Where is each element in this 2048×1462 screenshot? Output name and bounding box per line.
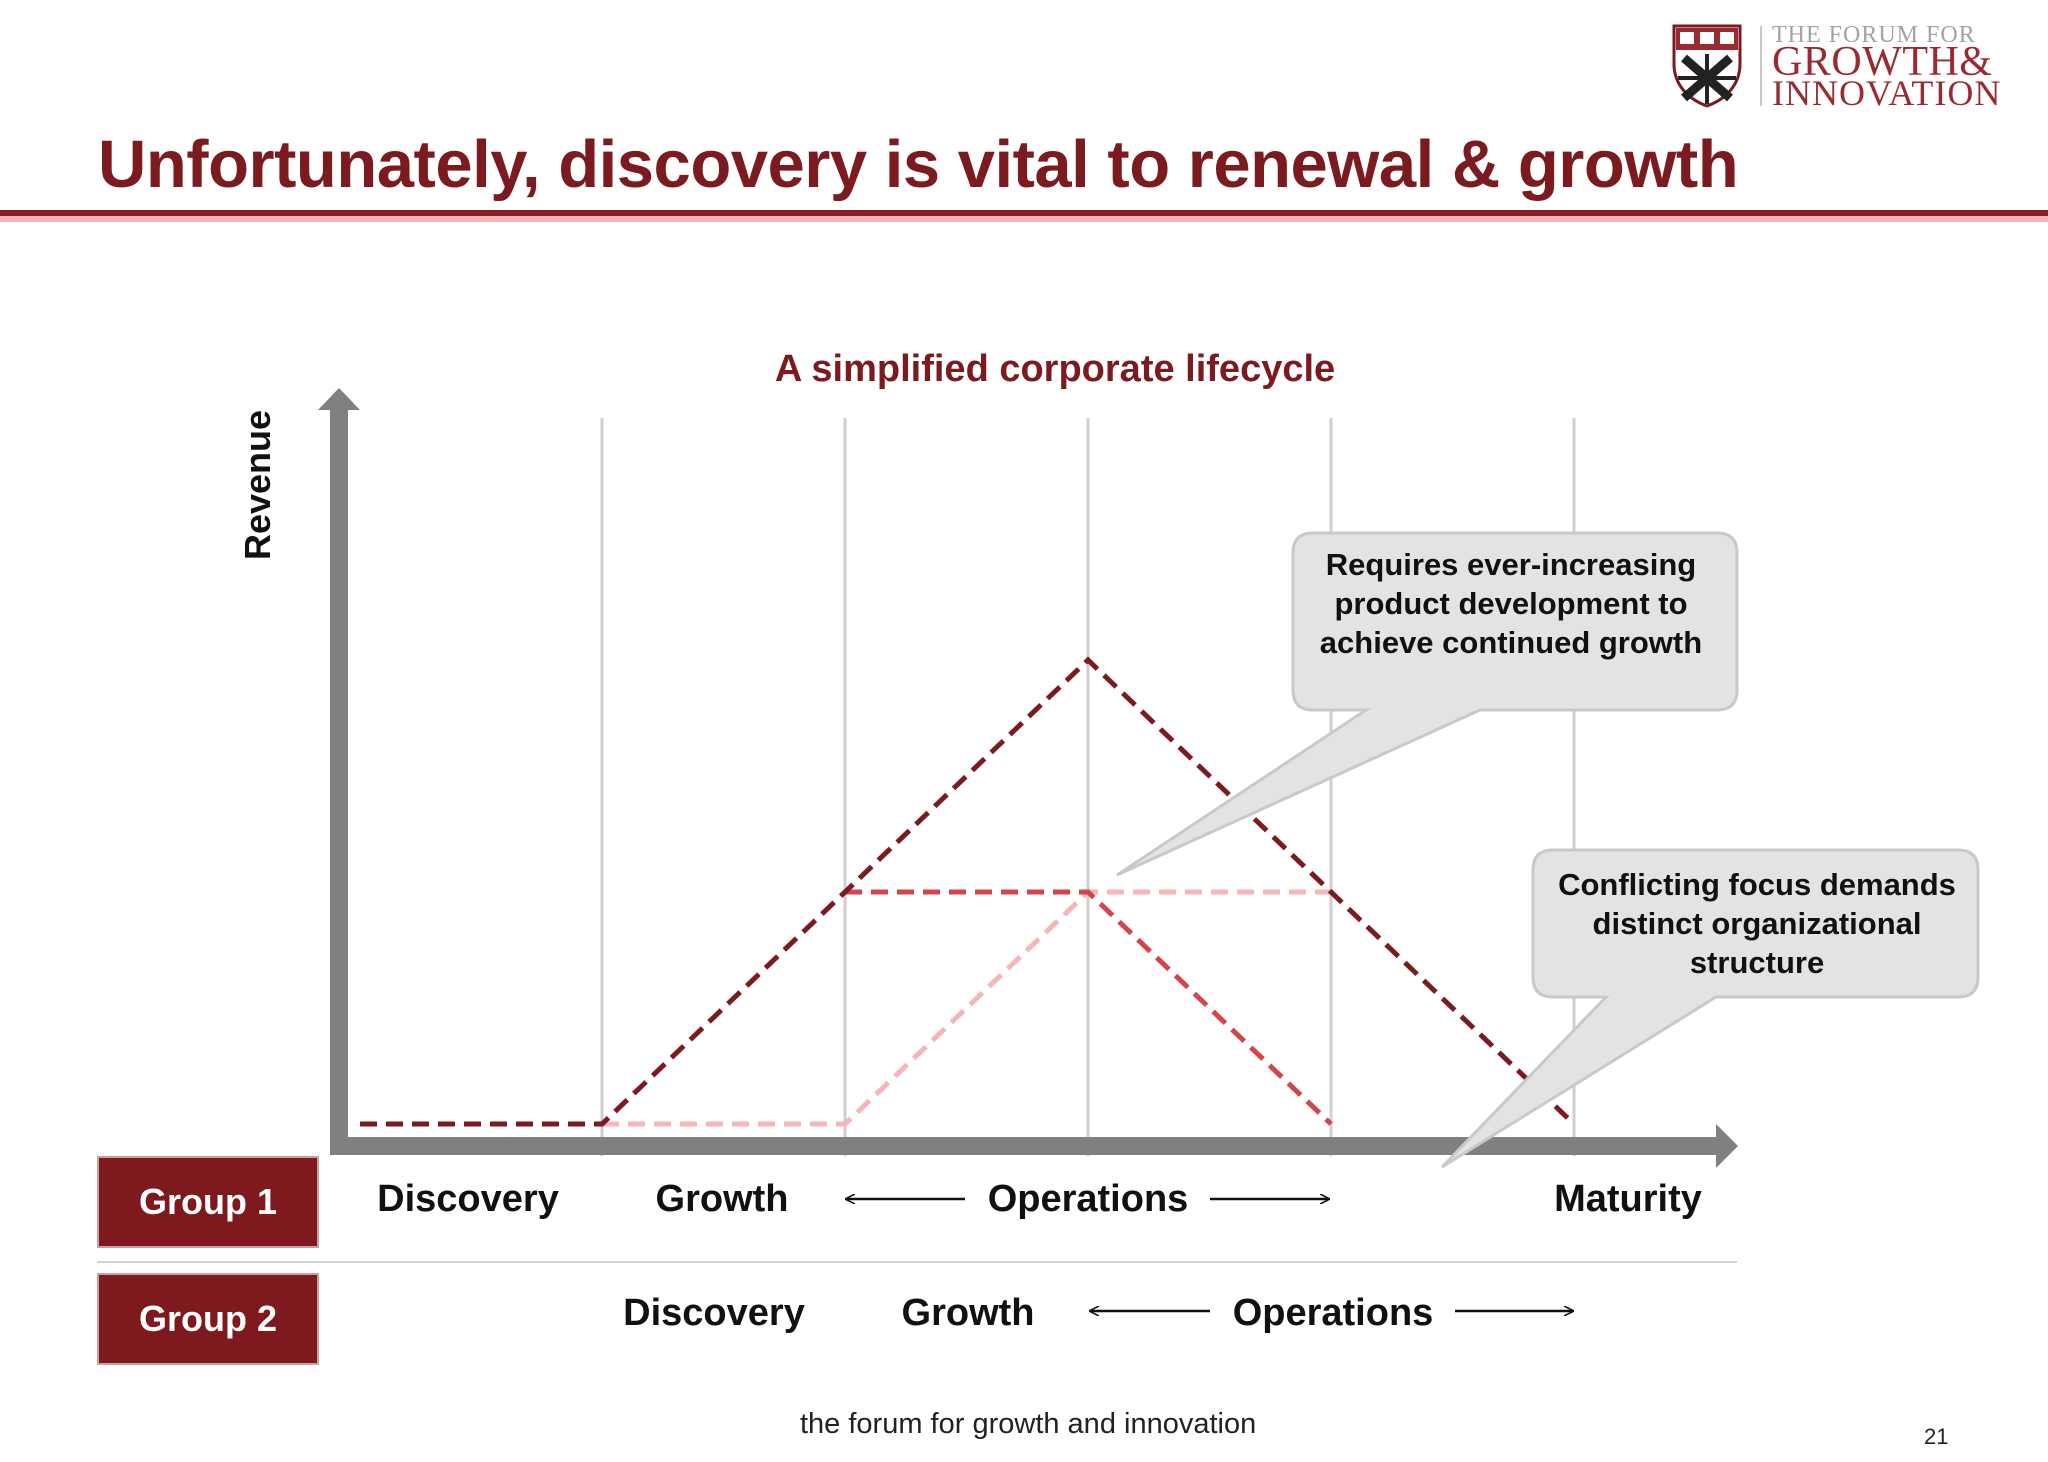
logo-text-growth: GROWTH& [1772,39,1993,85]
group1-stage-maturity: Maturity [1554,1178,1702,1220]
group1-revenue-line [360,656,1576,1127]
group-1-label: Group 1 [97,1156,319,1248]
harvard-shield-icon [1672,24,1742,108]
footer-text: the forum for growth and innovation [800,1408,1257,1440]
group-separator [97,1261,1737,1263]
title-rule [0,210,2048,216]
diagram-title: A simplified corporate lifecycle [774,348,1336,390]
group-2-label: Group 2 [97,1273,319,1365]
group1-stage-operations: Operations [987,1178,1189,1220]
group1-stage-discovery: Discovery [377,1178,559,1220]
x-axis [330,1137,1718,1155]
callout-2-shape [1440,848,1980,1169]
callout-1-shape [1116,531,1739,877]
y-axis-arrow [318,388,360,410]
callout-organizational-structure: Conflicting focus demands distinct organ… [1558,867,1956,980]
page-number: 21 [1924,1424,1949,1449]
group2-stage-discovery: Discovery [623,1292,805,1334]
group1-stage-growth: Growth [655,1178,789,1220]
x-axis-arrow [1716,1124,1738,1168]
group2-operations-line [602,889,1331,1127]
callout-product-development: Requires ever-increasing product develop… [1319,547,1703,660]
title-rule-accent [0,216,2048,222]
group1-curve [360,656,1576,1127]
group2-growth-curve [845,889,1333,1126]
logo-divider [1760,26,1762,106]
logo-text-innovation: INNOVATION [1772,73,2002,113]
axes [318,388,1738,1168]
page-title: Unfortunately, discovery is vital to ren… [98,127,1739,202]
group2-stage-growth: Growth [901,1292,1035,1334]
group2-growth-line [845,889,1333,1126]
logo-text-forum: THE FORUM FOR [1772,22,1976,48]
group2-ops-curve [602,889,1331,1127]
y-axis [330,405,348,1155]
stage-gridlines [600,418,1576,1156]
group2-stage-operations: Operations [1232,1292,1434,1334]
